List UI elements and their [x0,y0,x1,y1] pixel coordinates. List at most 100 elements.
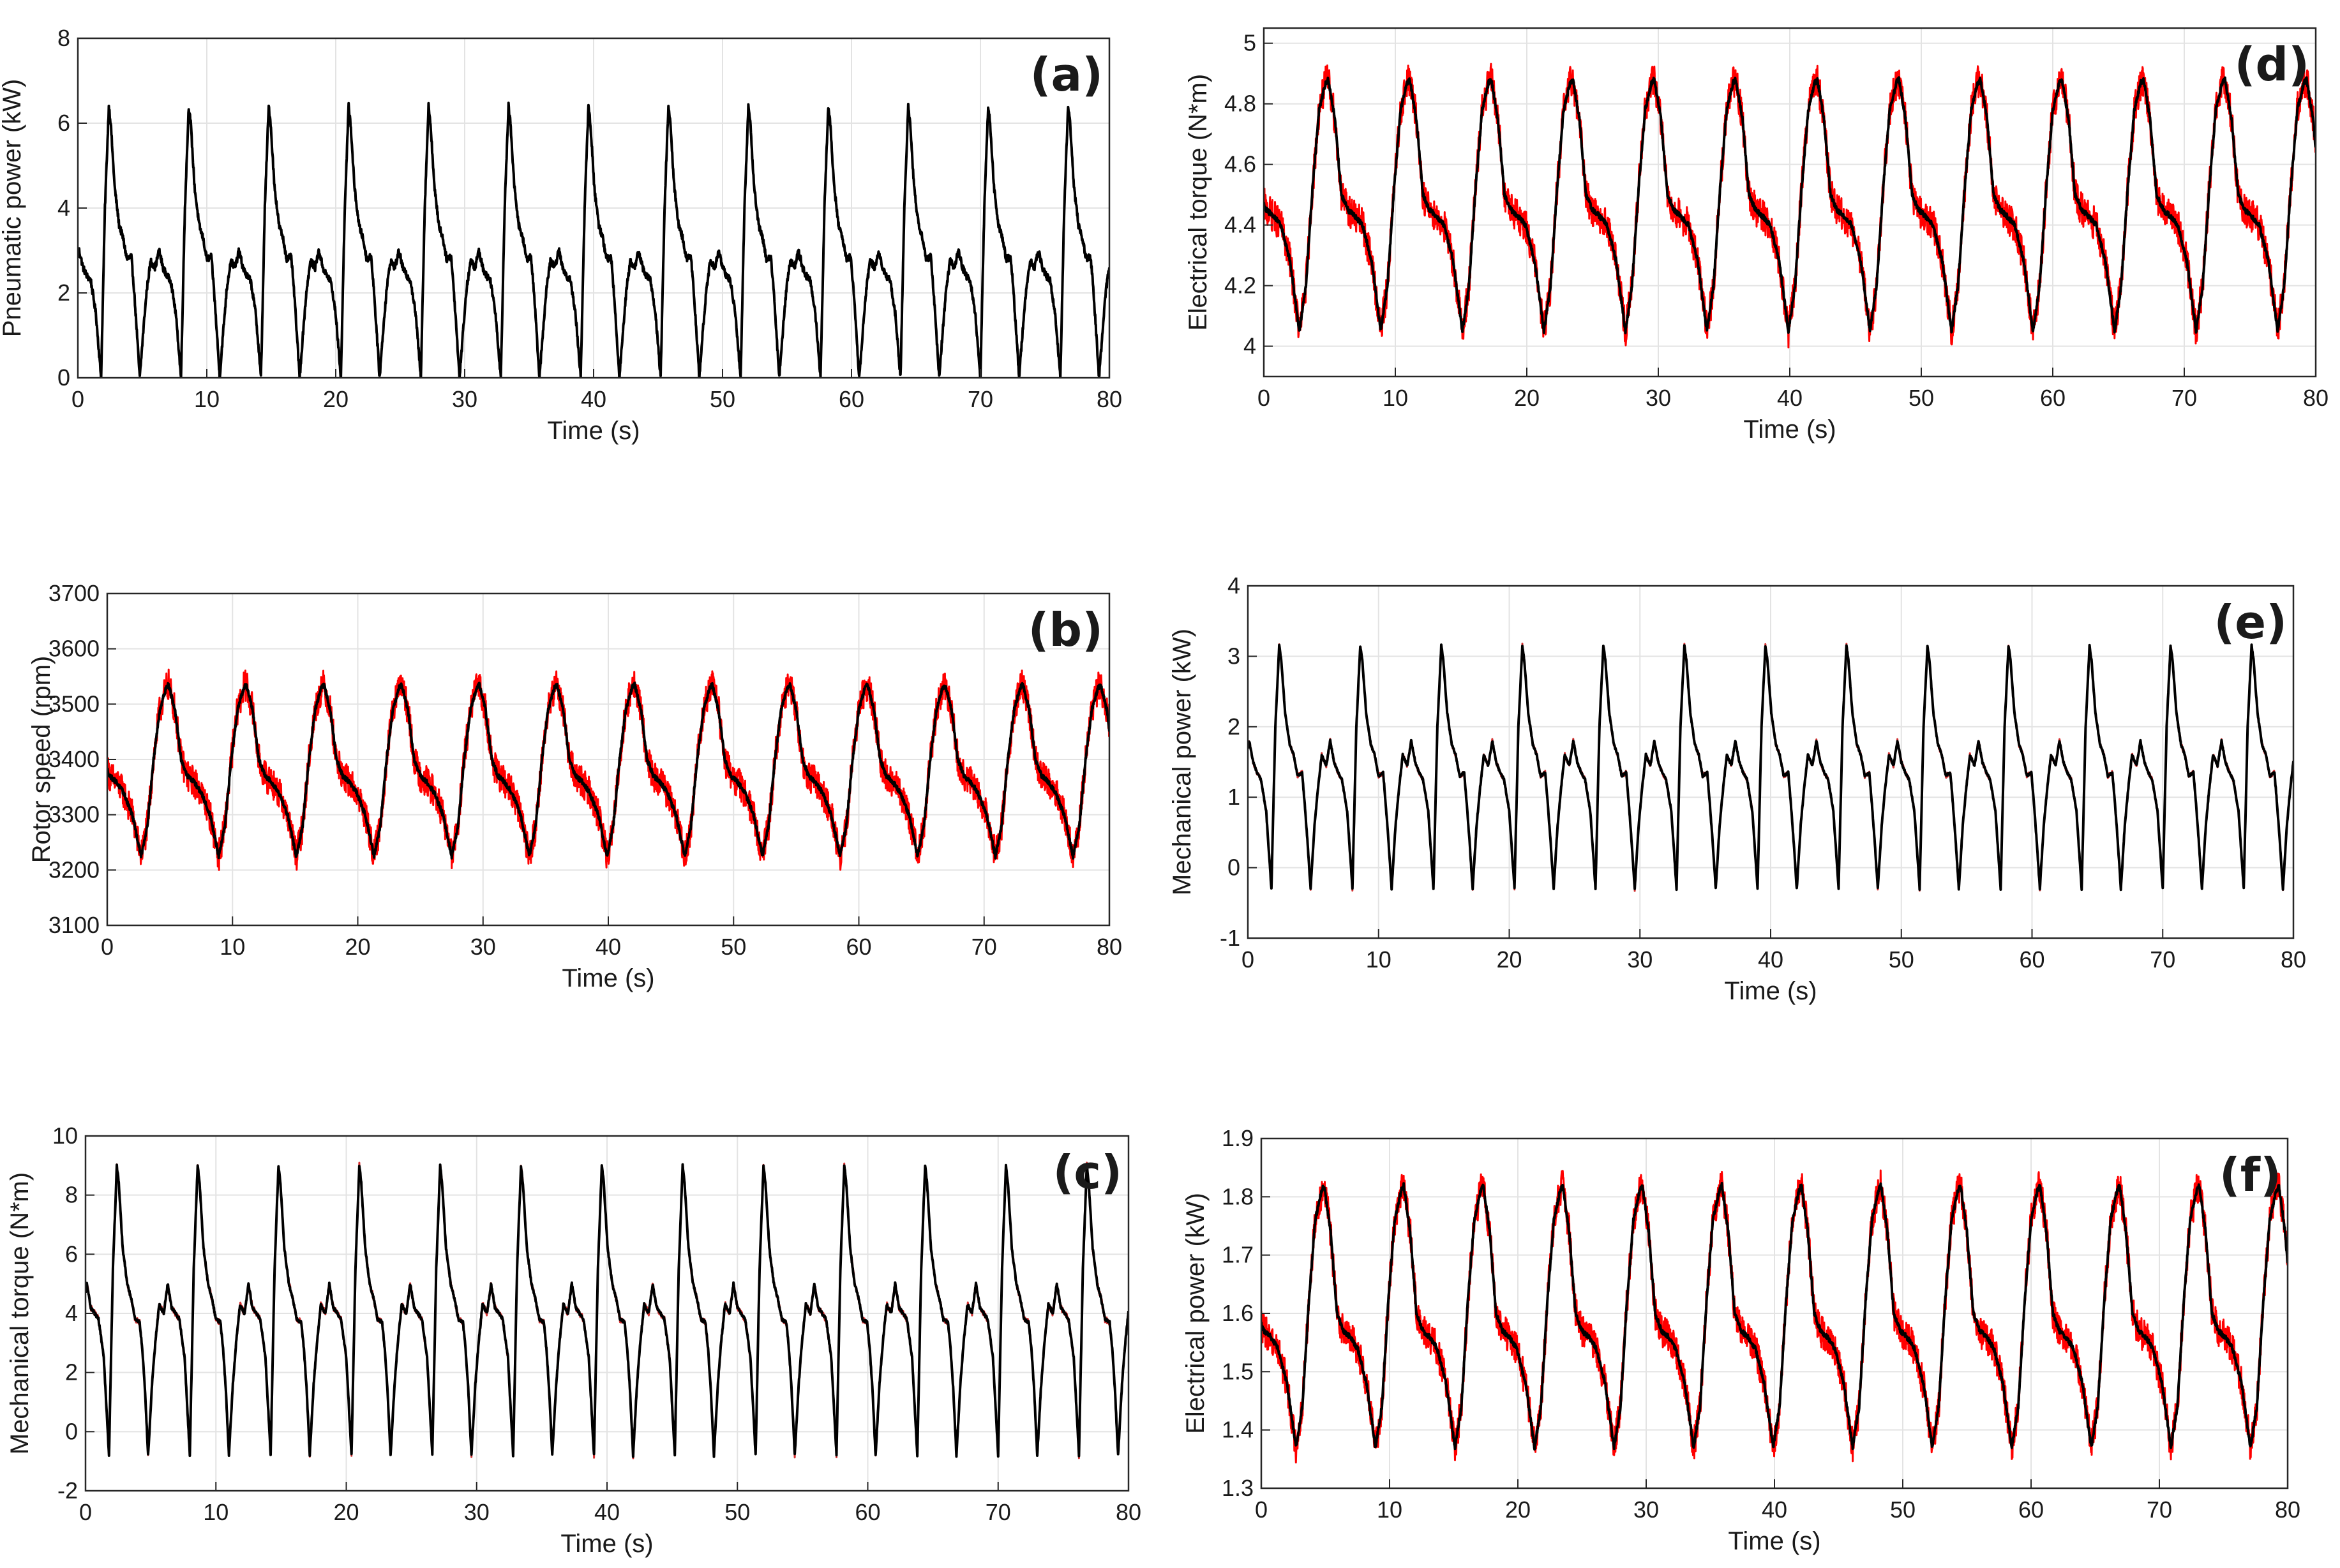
xlabel-a: Time (s) [547,417,640,445]
panel-label-e: (e) [2214,595,2287,649]
ytick-label-a-0: 0 [57,364,70,391]
xtick-label-d-5: 50 [1909,385,1934,411]
xtick-label-d-3: 30 [1646,385,1671,411]
xtick-label-a-7: 70 [968,386,993,412]
xtick-label-a-1: 10 [194,386,220,412]
ytick-label-e-2: 1 [1227,784,1240,810]
ytick-label-c-4: 6 [65,1241,78,1267]
xtick-label-f-4: 40 [1762,1497,1787,1523]
panel-f: 0 10 20 30 40 50 60 70 80 1.3 1.4 1.5 1.6 1.7 1.8 1.9 Ti… [1181,1125,2300,1555]
ytick-label-f-1: 1.4 [1222,1417,1254,1443]
ytick-label-a-3: 6 [57,110,70,136]
ytick-label-d-2: 4.4 [1224,212,1256,238]
xtick-label-f-0: 0 [1255,1497,1268,1523]
xlabel-c: Time (s) [560,1530,653,1558]
xtick-label-c-6: 60 [855,1499,880,1525]
ytick-label-a-1: 2 [57,280,70,306]
xtick-label-f-2: 20 [1505,1497,1531,1523]
xtick-label-c-7: 70 [986,1499,1011,1525]
xtick-label-d-7: 70 [2171,385,2197,411]
xtick-label-d-0: 0 [1257,385,1270,411]
ytick-label-c-6: 10 [52,1123,78,1149]
xtick-label-b-5: 50 [721,934,746,960]
xtick-label-a-3: 30 [452,386,477,412]
ylabel-b: Rotor speed (rpm) [27,656,56,863]
xtick-label-b-7: 70 [971,934,997,960]
ytick-label-e-4: 3 [1227,643,1240,669]
panel-a: 0 10 20 30 40 50 60 70 80 0 2 4 6 8 Time (s) Pneumatic … [0,25,1122,445]
xtick-label-b-1: 10 [220,934,245,960]
ytick-label-c-2: 2 [65,1359,78,1385]
ytick-label-b-5: 3600 [49,636,100,662]
ytick-label-f-3: 1.6 [1222,1300,1254,1326]
ylabel-c: Mechanical torque (N*m) [6,1172,34,1454]
xtick-label-e-3: 30 [1627,946,1653,973]
xtick-label-f-6: 60 [2018,1497,2044,1523]
series-f-filtered [1261,1182,2288,1451]
ytick-label-f-6: 1.9 [1222,1125,1254,1151]
xlabel-b: Time (s) [562,964,654,992]
xtick-label-e-8: 80 [2281,946,2306,973]
xtick-label-e-6: 60 [2019,946,2044,973]
xtick-label-d-6: 60 [2040,385,2066,411]
ytick-label-b-2: 3300 [49,802,100,828]
xtick-label-d-4: 40 [1777,385,1803,411]
xtick-label-f-8: 80 [2275,1497,2300,1523]
ytick-label-c-1: 0 [65,1418,78,1444]
panel-b: 0 10 20 30 40 50 60 70 80 3100 3200 3300 3400 3500 360… [27,580,1122,992]
xtick-label-e-1: 10 [1366,946,1391,973]
xtick-label-a-5: 50 [710,386,735,412]
ytick-label-c-0: -2 [57,1477,78,1504]
ytick-label-b-0: 3100 [49,912,100,938]
xtick-label-d-2: 20 [1514,385,1540,411]
ytick-label-f-2: 1.5 [1222,1358,1254,1384]
ytick-label-d-4: 4.8 [1224,91,1256,117]
ytick-label-d-0: 4 [1243,333,1256,359]
ytick-label-a-4: 8 [57,25,70,51]
series-b-filtered [107,682,1109,860]
ytick-label-f-0: 1.3 [1222,1475,1254,1501]
xlabel-f: Time (s) [1728,1527,1820,1555]
xtick-label-b-8: 80 [1097,934,1122,960]
xtick-label-c-3: 30 [464,1499,490,1525]
panel-d: 0 10 20 30 40 50 60 70 80 4 4.2 4.4 4.6 4.8 5 Time (s) E… [1184,27,2329,444]
xtick-label-a-8: 80 [1097,386,1122,412]
xtick-label-e-2: 20 [1496,946,1522,973]
ytick-label-c-5: 8 [65,1182,78,1208]
ytick-label-e-1: 0 [1227,855,1240,881]
ytick-label-b-1: 3200 [49,856,100,883]
xtick-label-b-0: 0 [101,934,114,960]
ytick-label-f-4: 1.7 [1222,1242,1254,1268]
series-a-pneumatic-power [78,101,1109,378]
panel-label-a: (a) [1030,48,1103,101]
series-e-filtered [1248,643,2293,892]
ytick-label-e-5: 4 [1227,572,1240,599]
ytick-label-e-0: -1 [1220,925,1240,951]
xtick-label-f-5: 50 [1890,1497,1916,1523]
ytick-label-b-6: 3700 [49,580,100,606]
ytick-label-b-3: 3400 [49,746,100,772]
xtick-label-e-5: 50 [1889,946,1914,973]
xlabel-d: Time (s) [1743,415,1836,444]
ytick-label-b-4: 3500 [49,691,100,717]
xtick-label-a-0: 0 [71,386,84,412]
xtick-label-b-2: 20 [345,934,370,960]
xtick-label-c-2: 20 [333,1499,359,1525]
panel-label-d: (d) [2235,38,2309,91]
series-d-filtered [1264,76,2316,334]
ytick-label-d-3: 4.6 [1224,151,1256,177]
xtick-label-c-8: 80 [1116,1499,1141,1525]
xtick-label-a-2: 20 [323,386,349,412]
ytick-label-e-3: 2 [1227,713,1240,740]
xtick-label-a-4: 40 [581,386,606,412]
xtick-label-b-3: 30 [470,934,496,960]
xtick-label-a-6: 60 [839,386,864,412]
xtick-label-f-7: 70 [2147,1497,2172,1523]
xtick-label-c-1: 10 [203,1499,229,1525]
ylabel-d: Electrical torque (N*m) [1184,74,1212,331]
xlabel-e: Time (s) [1724,977,1817,1005]
panel-label-c: (c) [1053,1146,1123,1199]
xtick-label-e-4: 40 [1758,946,1783,973]
